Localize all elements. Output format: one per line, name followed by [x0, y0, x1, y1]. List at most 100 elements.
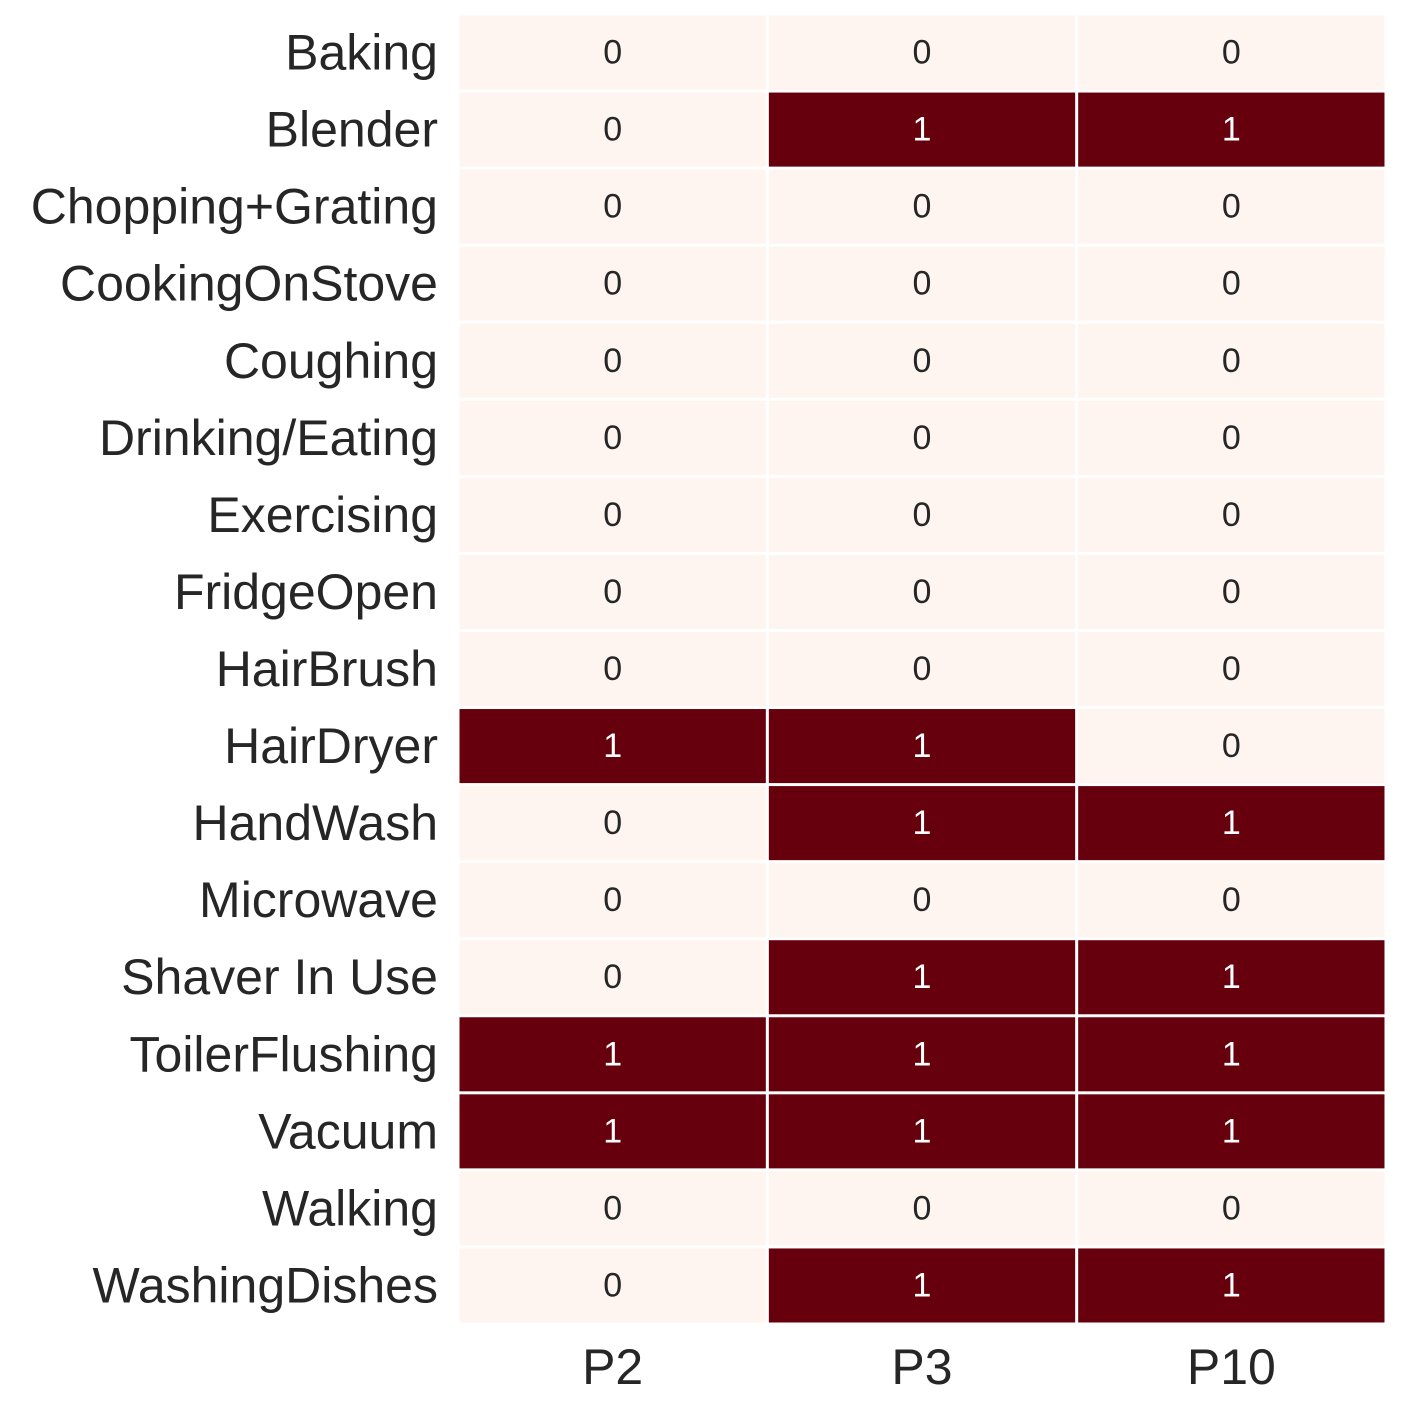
heatmap-cell-vacuum-p10: [1078, 1094, 1385, 1169]
cell-value-label: 0: [913, 496, 932, 534]
cell-value-label: 0: [1222, 342, 1241, 380]
heatmap-cell-toilerflushing-p10: [1078, 1017, 1385, 1092]
cell-value-label: 0: [603, 1266, 622, 1304]
heatmap-cell-cookingonstove-p2: [459, 246, 766, 321]
heatmap-cell-drinking-eating-p3: [768, 400, 1076, 475]
heatmap-cell-cookingonstove-p3: [768, 246, 1076, 321]
heatmap-cell-baking-p2: [459, 15, 766, 90]
cell-value-label: 1: [913, 1112, 932, 1150]
heatmap-cell-shaver-in-use-p10: [1078, 940, 1385, 1015]
cell-value-label: 1: [603, 1035, 622, 1073]
cell-value-label: 1: [913, 1035, 932, 1073]
cell-value-label: 0: [1222, 419, 1241, 457]
row-label-cookingonstove: CookingOnStove: [60, 256, 438, 312]
row-label-washingdishes: WashingDishes: [92, 1257, 438, 1313]
heatmap-cell-chopping-grating-p3: [768, 169, 1076, 244]
heatmap-cell-handwash-p2: [459, 786, 766, 861]
heatmap-cell-blender-p10: [1078, 92, 1385, 167]
cell-value-label: 0: [913, 881, 932, 919]
heatmap-cell-chopping-grating-p2: [459, 169, 766, 244]
row-label-vacuum: Vacuum: [258, 1103, 438, 1159]
row-label-drinking-eating: Drinking/Eating: [99, 410, 438, 466]
heatmap-cell-fridgeopen-p10: [1078, 554, 1385, 629]
row-label-exercising: Exercising: [207, 487, 438, 543]
heatmap-cell-vacuum-p3: [768, 1094, 1076, 1169]
heatmap-cell-fridgeopen-p2: [459, 554, 766, 629]
cell-value-label: 1: [913, 1266, 932, 1304]
heatmap-cell-walking-p2: [459, 1171, 766, 1246]
row-label-coughing: Coughing: [224, 333, 438, 389]
cell-value-label: 0: [1222, 496, 1241, 534]
cell-value-label: 0: [1222, 265, 1241, 303]
heatmap-cells: 0 0 0 0 1 1 0 0 0 0 0 0 0 0 0 0 0 0 0 0 0 0 0 0 0 0 0 1 1 0 0 1 1 0 0 0 0 1 1 1…: [459, 15, 1385, 1323]
cell-value-label: 0: [603, 111, 622, 149]
heatmap-cell-handwash-p3: [768, 786, 1076, 861]
heatmap-cell-exercising-p3: [768, 477, 1076, 552]
cell-value-label: 0: [603, 265, 622, 303]
heatmap-cell-shaver-in-use-p3: [768, 940, 1076, 1015]
heatmap-cell-handwash-p10: [1078, 786, 1385, 861]
cell-value-label: 0: [1222, 650, 1241, 688]
heatmap-cell-hairdryer-p2: [459, 709, 766, 784]
cell-value-label: 0: [603, 958, 622, 996]
cell-value-label: 1: [1222, 1266, 1241, 1304]
heatmap-cell-microwave-p10: [1078, 863, 1385, 938]
cell-value-label: 0: [913, 419, 932, 457]
row-label-hairdryer: HairDryer: [224, 718, 438, 774]
cell-value-label: 1: [1222, 1035, 1241, 1073]
cell-value-label: 0: [603, 496, 622, 534]
heatmap-cell-toilerflushing-p2: [459, 1017, 766, 1092]
cell-value-label: 0: [603, 34, 622, 72]
cell-value-label: 0: [603, 650, 622, 688]
heatmap-cell-blender-p2: [459, 92, 766, 167]
heatmap-cell-cookingonstove-p10: [1078, 246, 1385, 321]
cell-value-label: 0: [913, 1189, 932, 1227]
cell-value-label: 1: [603, 1112, 622, 1150]
cell-value-label: 0: [603, 419, 622, 457]
heatmap-cell-coughing-p3: [768, 323, 1076, 398]
cell-value-label: 0: [913, 650, 932, 688]
cell-value-label: 1: [913, 111, 932, 149]
cell-value-label: 0: [913, 188, 932, 226]
cell-value-label: 0: [603, 804, 622, 842]
cell-value-label: 1: [913, 804, 932, 842]
heatmap-cell-exercising-p10: [1078, 477, 1385, 552]
cell-value-label: 0: [603, 881, 622, 919]
row-label-toilerflushing: ToilerFlushing: [130, 1026, 438, 1082]
cell-value-label: 1: [1222, 1112, 1241, 1150]
cell-value-label: 0: [913, 265, 932, 303]
cell-value-label: 0: [1222, 1189, 1241, 1227]
cell-value-label: 0: [913, 573, 932, 611]
heatmap-cell-shaver-in-use-p2: [459, 940, 766, 1015]
cell-value-label: 1: [603, 727, 622, 765]
cell-value-label: 0: [1222, 34, 1241, 72]
heatmap-cell-vacuum-p2: [459, 1094, 766, 1169]
heatmap-cell-hairbrush-p3: [768, 631, 1076, 707]
cell-value-label: 1: [1222, 111, 1241, 149]
heatmap-cell-washingdishes-p3: [768, 1248, 1076, 1323]
cell-value-label: 0: [603, 342, 622, 380]
row-label-walking: Walking: [262, 1180, 438, 1236]
heatmap-cell-drinking-eating-p10: [1078, 400, 1385, 475]
column-label-p10: P10: [1187, 1339, 1276, 1395]
heatmap-cell-hairdryer-p10: [1078, 709, 1385, 784]
heatmap-cell-microwave-p2: [459, 863, 766, 938]
row-label-fridgeopen: FridgeOpen: [174, 564, 438, 620]
heatmap-cell-baking-p10: [1078, 15, 1385, 90]
heatmap-cell-exercising-p2: [459, 477, 766, 552]
heatmap-cell-washingdishes-p2: [459, 1248, 766, 1323]
heatmap-cell-coughing-p2: [459, 323, 766, 398]
row-label-shaver-in-use: Shaver In Use: [121, 949, 438, 1005]
row-labels: Baking Blender Chopping+Grating CookingOnSt…: [31, 25, 438, 1314]
row-label-baking: Baking: [285, 25, 438, 81]
column-label-p3: P3: [891, 1339, 952, 1395]
cell-value-label: 0: [913, 34, 932, 72]
cell-value-label: 0: [1222, 727, 1241, 765]
row-label-blender: Blender: [266, 102, 438, 158]
cell-value-label: 0: [1222, 881, 1241, 919]
heatmap-cell-baking-p3: [768, 15, 1076, 90]
row-label-microwave: Microwave: [199, 872, 438, 928]
heatmap-cell-hairbrush-p10: [1078, 631, 1385, 707]
heatmap-cell-walking-p3: [768, 1171, 1076, 1246]
column-labels: P2 P3 P10: [582, 1339, 1276, 1395]
